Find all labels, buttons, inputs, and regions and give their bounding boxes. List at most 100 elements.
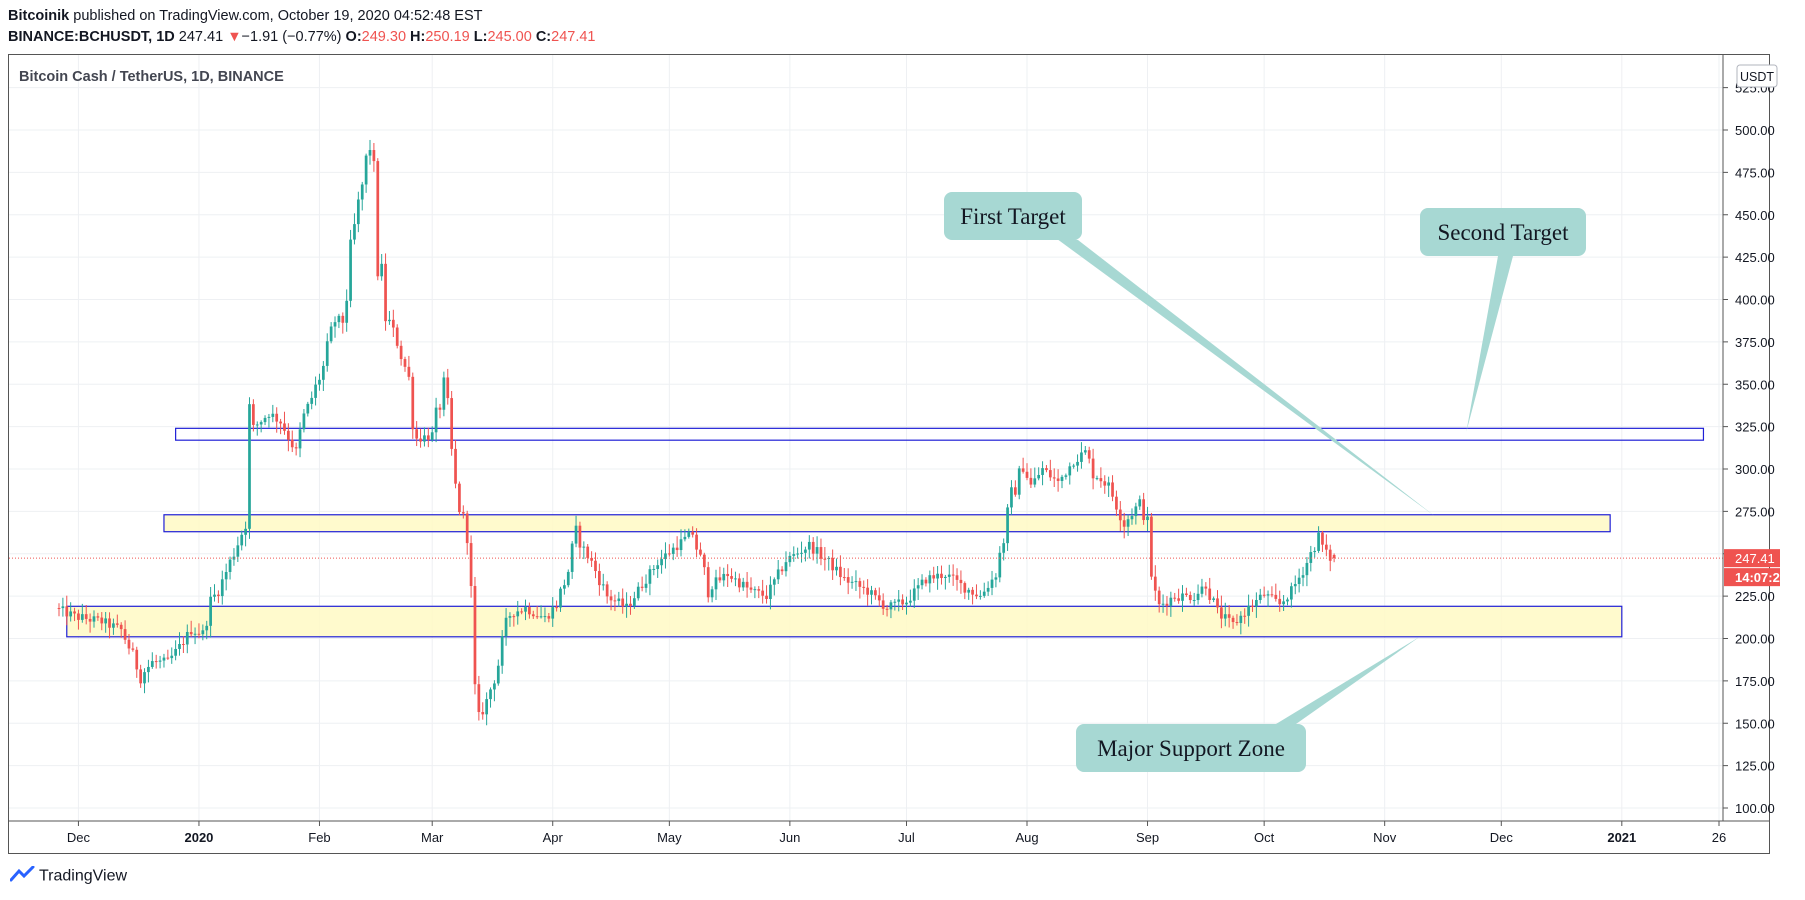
candle-body [189,631,193,635]
candle-body [302,413,306,430]
candle-body [617,598,621,602]
candle-body [924,579,928,584]
y-tick-label: 350.00 [1735,377,1775,392]
candle-body [566,571,570,586]
candle-body [1153,576,1157,591]
high-value: 250.19 [425,29,470,45]
candle-body [741,581,745,588]
candle-body [574,525,578,544]
tradingview-brand[interactable]: TradingView [39,867,128,885]
candle-body [104,618,108,624]
candle-body [170,655,174,659]
candle-body [115,623,119,625]
candle-body [839,566,842,578]
candle-body [147,666,150,673]
callout-first-target: First Target [944,192,1436,517]
candle-body [1068,466,1072,476]
candle-body [726,573,730,577]
candle-body [1083,450,1087,453]
candle-body [496,665,500,684]
author-name[interactable]: Bitcoinik [8,8,70,24]
candle-body [982,591,986,596]
candle-body [780,569,784,572]
candle-body [166,657,170,659]
candle-body [885,608,889,610]
candle-body [77,613,80,620]
candle-body [881,600,885,609]
candle-body [236,545,240,557]
open-value: 249.30 [361,29,407,45]
candle-body [1208,588,1212,600]
candle-body [1118,509,1122,521]
y-tick-label: 275.00 [1735,504,1775,519]
candle-body [874,590,877,596]
candle-body [1290,586,1293,600]
candle-body [248,404,251,529]
candle-body [675,547,679,551]
candle-body [329,326,333,342]
candle-body [664,553,667,560]
candle-body [1313,550,1317,553]
candle-body [88,618,92,622]
candle-body [667,553,671,555]
candle-body [61,606,65,609]
candle-body [547,616,551,619]
x-tick-label: Feb [308,830,330,845]
candle-body [807,541,811,550]
ohlc-line: BINANCE:BCHUSDT, 1D 247.41 ▼−1.91 (−0.77… [8,29,596,45]
callout-box [1420,208,1586,256]
y-tick-label: 325.00 [1735,420,1775,435]
candle-body [955,575,959,580]
candle-body [1091,458,1095,479]
candle-body [901,599,904,605]
candle-body [555,607,558,609]
candle-body [1181,593,1184,601]
candle-body [644,583,648,588]
candle-body [267,416,271,418]
candle-body [73,611,76,614]
symbol-name[interactable]: BINANCE:BCHUSDT, 1D [8,29,175,45]
candle-body [364,155,368,185]
candle-body [590,557,593,561]
candle-body [520,611,523,613]
candle-body [108,618,111,628]
candle-body [193,633,197,635]
candle-body [986,587,990,592]
tradingview-logo-icon[interactable] [9,865,36,887]
candle-body [990,579,994,588]
last-price-tag-label: 247.41 [1735,551,1775,566]
candle-body [1328,549,1332,561]
candle-body [1332,554,1336,559]
candle-body [473,586,477,685]
candle-body [1220,607,1223,619]
x-axis-labels: Dec 2020 Feb Mar Apr May Jun Jul Aug Sep Oct Nov Dec… [67,821,1726,845]
candle-body [493,683,496,690]
candle-body [687,531,691,537]
y-tick-label: 425.00 [1735,250,1775,265]
low-label: L: [473,29,488,45]
candle-body [656,565,660,569]
candle-body [1212,598,1215,600]
candle-body [263,417,267,423]
candle-body [1196,593,1200,601]
candle-body [333,322,337,327]
candle-body [1255,599,1258,607]
candle-body [543,616,547,618]
candle-body [1045,468,1048,471]
candle-body [998,552,1002,578]
candle-body [951,574,955,576]
candle-body [1130,516,1134,520]
currency-badge-label: USDT [1740,70,1774,84]
candle-body [1161,603,1165,605]
candle-body [586,546,590,558]
candle-body [652,568,656,570]
candle-body [1013,487,1017,495]
candle-body [1227,614,1231,618]
callout-text: Second Target [1437,220,1569,245]
candle-body [978,595,982,597]
candle-body [465,513,469,544]
candle-body [679,539,683,551]
candle-body [1103,481,1107,486]
x-tick-label: Dec [67,830,91,845]
